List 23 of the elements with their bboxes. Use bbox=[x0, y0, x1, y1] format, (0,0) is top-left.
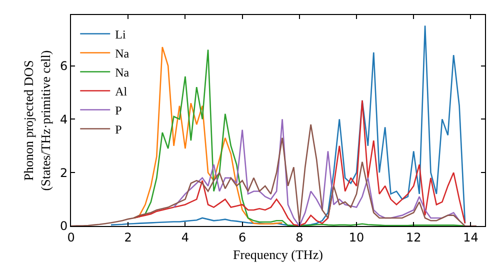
legend-label: Na bbox=[115, 65, 130, 80]
x-tick-label: 10 bbox=[348, 230, 364, 244]
x-axis-title: Frequency (THz) bbox=[233, 247, 323, 262]
legend-label: Li bbox=[115, 27, 126, 42]
line-series bbox=[110, 25, 466, 226]
legend-label: P bbox=[115, 103, 122, 118]
y-tick-label: 6 bbox=[60, 58, 68, 73]
legend-label: Al bbox=[115, 84, 128, 98]
y-tick-label: 4 bbox=[60, 112, 68, 126]
legend-label: Na bbox=[115, 46, 130, 60]
x-tick-label: 4 bbox=[181, 230, 190, 244]
y-axis-title: Phonon projected DOS (States/THz·primitive cell) bbox=[21, 50, 53, 191]
x-tick-label: 14 bbox=[463, 230, 478, 244]
y-tick-label: 0 bbox=[60, 219, 68, 234]
line-series bbox=[71, 124, 478, 226]
line-series bbox=[133, 100, 466, 226]
legend-label: P bbox=[115, 122, 122, 136]
x-tick-label: 2 bbox=[124, 230, 132, 244]
line-series bbox=[173, 118, 460, 226]
x-tick-label: 6 bbox=[238, 230, 246, 244]
x-tick-label: 12 bbox=[406, 230, 422, 244]
x-tick-label: 8 bbox=[296, 230, 304, 244]
y-tick-label: 2 bbox=[60, 166, 68, 180]
